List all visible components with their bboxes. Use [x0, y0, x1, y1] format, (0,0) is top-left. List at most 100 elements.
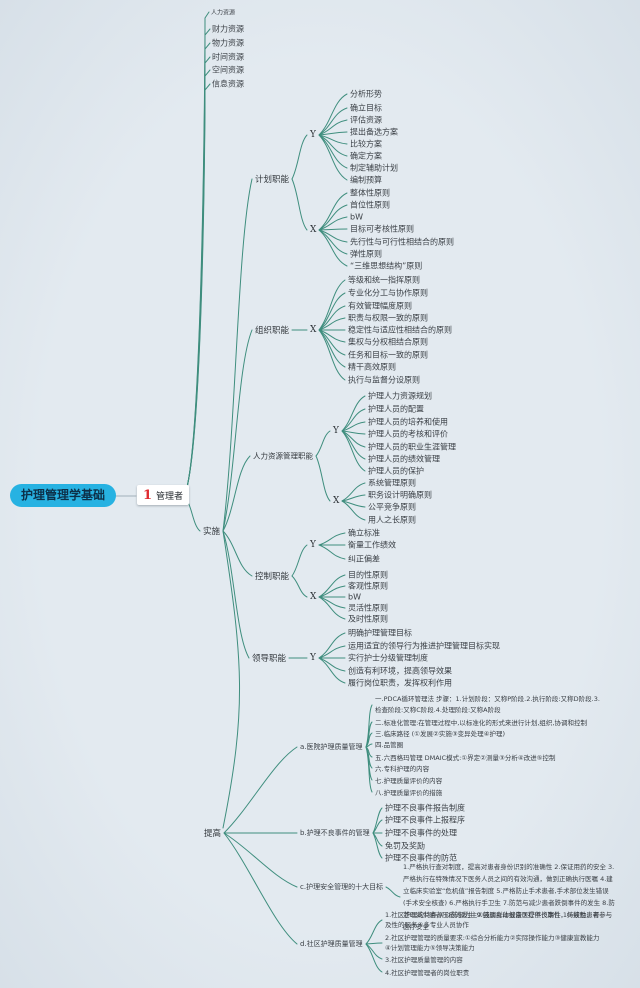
node-td1[interactable]: 1.社区护理的特点:①以防御为主②强调群体健康③提供长期性，持续性，可及性的服务… [385, 911, 600, 929]
node-ly5[interactable]: 履行岗位职责，发挥权利作用 [348, 678, 452, 688]
node-jy4[interactable]: 提出备选方案 [350, 127, 398, 137]
node-kx4[interactable]: 灵活性原则 [348, 603, 388, 613]
node-jy8[interactable]: 编制预算 [350, 175, 382, 185]
node-r4[interactable]: 空间资源 [212, 65, 244, 75]
node-jx3[interactable]: bW [350, 212, 363, 222]
node-ly[interactable]: Y [310, 653, 316, 663]
node-zx2[interactable]: 专业化分工与协作原则 [348, 288, 428, 298]
node-ta[interactable]: a.医院护理质量管理 [300, 743, 363, 751]
node-zx4[interactable]: 职责与权限一致的原则 [348, 313, 428, 323]
edge [315, 430, 331, 457]
node-ly2[interactable]: 运用适宜的领导行为推进护理管理目标实现 [348, 641, 500, 651]
node-ta1[interactable]: 一.PDCA循环管理法 步骤：1.计划阶段：又称P阶段.2.执行阶段:又称D阶段… [375, 695, 600, 714]
node-zx5[interactable]: 稳定性与适应性相结合的原则 [348, 325, 452, 335]
node-hy6[interactable]: 护理人员的绩效管理 [368, 454, 440, 464]
node-hy1[interactable]: 护理人力资源规划 [368, 391, 432, 401]
node-hy3[interactable]: 护理人员的培养和使用 [368, 417, 448, 427]
edge [223, 832, 298, 888]
node-jx1[interactable]: 整体性原则 [350, 188, 390, 198]
node-kx2[interactable]: 客观性原则 [348, 581, 388, 591]
node-jy6[interactable]: 确定方案 [350, 151, 382, 161]
edge [318, 134, 348, 145]
node-hx1[interactable]: 系统管理原则 [368, 478, 416, 488]
node-ly3[interactable]: 实行护士分级管理制度 [348, 653, 428, 663]
node-ky1[interactable]: 确立标准 [348, 528, 380, 538]
node-td[interactable]: d.社区护理质量管理 [300, 940, 363, 948]
node-shishi[interactable]: 实施 [203, 527, 221, 537]
edge [318, 93, 348, 136]
node-kx3[interactable]: bW [348, 592, 361, 602]
node-td3[interactable]: 3.社区护理质量管理的内容 [385, 956, 463, 964]
node-ly4[interactable]: 创造有利环境，提高领导效果 [348, 666, 452, 676]
node-zx8[interactable]: 精干高效原则 [348, 362, 396, 372]
node-ta5[interactable]: 五.六西格玛管理 DMAIC模式:①界定②测量③分析④改进⑤控制 [375, 754, 556, 762]
node-ta7[interactable]: 七.护理质量评价的内容 [375, 777, 443, 785]
node-tb1[interactable]: 护理不良事件报告制度 [385, 803, 465, 813]
node-jx6[interactable]: 弹性原则 [350, 249, 382, 259]
node-kx5[interactable]: 及时性原则 [348, 614, 388, 624]
node-ta6[interactable]: 六.专科护理的内容 [375, 765, 430, 773]
node-jx4[interactable]: 目标可考核性原则 [350, 224, 414, 234]
root-topic[interactable]: 护理管理学基础 [10, 484, 117, 507]
node-jy[interactable]: Y [310, 130, 316, 140]
node-jihua[interactable]: 计划职能 [255, 175, 290, 185]
node-tigao[interactable]: 提高 [204, 829, 222, 839]
node-ta3[interactable]: 三.临床路径 (①发展②实施③变异处理④护理) [375, 730, 506, 738]
node-hy7[interactable]: 护理人员的保护 [368, 466, 424, 476]
node-jx[interactable]: X [310, 225, 317, 235]
node-kx1[interactable]: 目的性原则 [348, 570, 388, 580]
node-ta4[interactable]: 四.品管圈 [375, 741, 404, 749]
edge [365, 943, 383, 973]
node-zuzhi[interactable]: 组织职能 [255, 326, 290, 336]
node-tb3[interactable]: 护理不良事件的处理 [385, 828, 457, 838]
node-ky[interactable]: Y [310, 540, 316, 550]
node-r0[interactable]: 人力资源 [211, 9, 236, 17]
node-tb5[interactable]: 护理不良事件的防范 [385, 853, 457, 863]
node-hy5[interactable]: 护理人员的职业生涯管理 [368, 442, 456, 452]
node-r3[interactable]: 时间资源 [212, 52, 244, 62]
node-hx4[interactable]: 用人之长原则 [368, 515, 416, 525]
node-zx3[interactable]: 有效管理幅度原则 [348, 301, 412, 311]
node-hy4[interactable]: 护理人员的考核和评价 [368, 429, 448, 439]
node-ly1[interactable]: 明确护理管理目标 [348, 628, 412, 638]
node-ta8[interactable]: 八.护理质量评价的措施 [375, 789, 443, 797]
node-r1[interactable]: 财力资源 [212, 24, 244, 34]
node-hy[interactable]: Y [333, 426, 339, 436]
node-renli[interactable]: 人力资源管理职能 [253, 451, 313, 461]
node-jx2[interactable]: 首位性原则 [350, 200, 390, 210]
node-tb2[interactable]: 护理不良事件上报程序 [385, 815, 465, 825]
node-zx1[interactable]: 等级和统一指挥原则 [348, 275, 420, 285]
node-jy2[interactable]: 确立目标 [350, 103, 382, 113]
node-kx[interactable]: X [310, 592, 317, 602]
node-jx5[interactable]: 先行性与可行性相结合的原则 [350, 237, 454, 247]
node-jx7[interactable]: “三维思想结构”原则 [350, 261, 423, 271]
node-ky2[interactable]: 衡量工作绩效 [348, 540, 396, 550]
node-zx[interactable]: X [310, 325, 317, 335]
node-td2[interactable]: 2.社区护理管理的质量要求:①综合分析能力②实际操作能力③健康宣教能力④计划管理… [385, 934, 600, 952]
node-td4[interactable]: 4.社区护理管理者的岗位职责 [385, 969, 470, 977]
manager-node[interactable]: 1 管理者 [137, 485, 190, 505]
node-r2[interactable]: 物力资源 [212, 38, 244, 48]
node-tc1[interactable]: 1.严格执行查对制度，提高对患者身份识别的准确性 2.保证用药的安全 3.严格执… [403, 863, 615, 931]
node-jy3[interactable]: 评估资源 [350, 115, 382, 125]
node-lingdao[interactable]: 领导职能 [252, 654, 287, 664]
node-hx2[interactable]: 职务设计明确原则 [368, 490, 432, 500]
node-kongzhi[interactable]: 控制职能 [255, 572, 290, 582]
node-hx3[interactable]: 公平竞争原则 [368, 502, 416, 512]
node-jy1[interactable]: 分析形势 [350, 89, 382, 99]
node-r5[interactable]: 信息资源 [212, 79, 244, 89]
node-tc[interactable]: c.护理安全管理的十大目标 [300, 883, 384, 891]
node-tb[interactable]: b.护理不良事件的管理 [300, 829, 370, 837]
node-ky3[interactable]: 纠正偏差 [348, 554, 380, 564]
node-zx7[interactable]: 任务和目标一致的原则 [348, 350, 428, 360]
edge [341, 482, 366, 502]
node-zx6[interactable]: 集权与分权相结合原则 [348, 337, 428, 347]
node-zx9[interactable]: 执行与监督分设原则 [348, 375, 420, 385]
node-hx[interactable]: X [333, 496, 340, 506]
node-tb4[interactable]: 免罚及奖励 [385, 841, 425, 851]
node-hy2[interactable]: 护理人员的配置 [368, 404, 424, 414]
node-ta2[interactable]: 二.标准化管理:在管理过程中,以标准化的形式来进行计划,组织,协调和控制 [375, 719, 587, 727]
node-jy7[interactable]: 制定辅助计划 [350, 163, 398, 173]
node-jy5[interactable]: 比较方案 [350, 139, 382, 149]
edge [365, 732, 373, 748]
